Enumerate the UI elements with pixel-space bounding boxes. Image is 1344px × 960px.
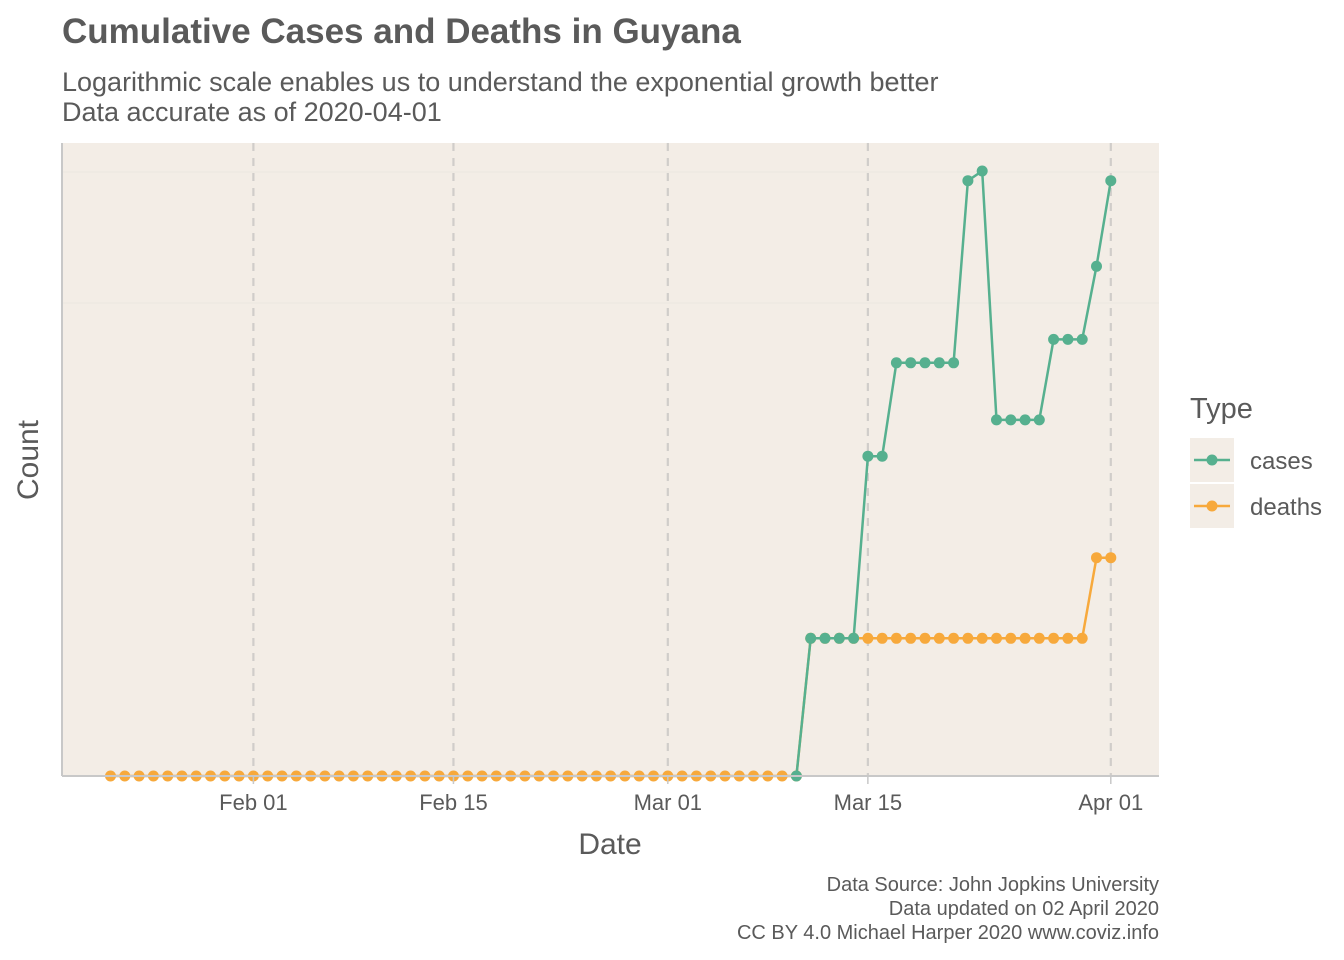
data-point-deaths — [976, 632, 988, 644]
x-tick-label: Feb 15 — [419, 790, 488, 815]
data-point-deaths — [905, 632, 917, 644]
data-point-deaths — [991, 632, 1002, 644]
x-tick-label: Mar 15 — [834, 790, 902, 815]
data-point-deaths — [1033, 632, 1045, 644]
legend-label-deaths: deaths — [1250, 494, 1322, 521]
caption-line-1: Data Source: John Jopkins University — [827, 874, 1159, 896]
data-point-cases — [1076, 333, 1088, 345]
data-point-cases — [876, 450, 888, 462]
data-point-cases — [962, 175, 974, 187]
data-point-cases — [1105, 175, 1117, 187]
legend-key-cases-dot — [1206, 454, 1218, 466]
plot-panel — [62, 143, 1159, 776]
data-point-cases — [1005, 414, 1017, 426]
data-point-cases — [1048, 333, 1060, 345]
x-tick-label: Apr 01 — [1078, 790, 1143, 815]
data-point-cases — [919, 357, 931, 369]
data-point-cases — [991, 414, 1002, 426]
data-point-cases — [848, 632, 860, 644]
legend-label-cases: cases — [1250, 448, 1313, 475]
data-point-deaths — [1091, 552, 1102, 564]
data-point-deaths — [1105, 552, 1117, 564]
data-point-deaths — [948, 632, 960, 644]
chart-title: Cumulative Cases and Deaths in Guyana — [62, 12, 741, 51]
data-point-deaths — [962, 632, 974, 644]
data-point-deaths — [919, 632, 931, 644]
data-point-deaths — [1005, 632, 1017, 644]
caption-line-3: CC BY 4.0 Michael Harper 2020 www.coviz.… — [737, 922, 1159, 944]
data-point-deaths — [890, 632, 902, 644]
data-point-deaths — [876, 632, 888, 644]
data-point-cases — [933, 357, 945, 369]
legend-key-deaths-dot — [1206, 500, 1218, 512]
x-axis-title: Date — [578, 828, 641, 861]
x-tick-label: Feb 01 — [219, 790, 288, 815]
chart-subtitle-line-2: Data accurate as of 2020-04-01 — [62, 97, 442, 127]
data-point-cases — [819, 632, 831, 644]
caption-line-2: Data updated on 02 April 2020 — [889, 898, 1159, 920]
data-point-cases — [833, 632, 845, 644]
data-point-cases — [1019, 414, 1031, 426]
data-point-deaths — [1076, 632, 1088, 644]
data-point-deaths — [1048, 632, 1060, 644]
data-point-cases — [890, 357, 902, 369]
legend: Type cases deaths — [1190, 393, 1322, 528]
data-point-deaths — [1019, 632, 1031, 644]
data-point-deaths — [1062, 632, 1074, 644]
data-point-cases — [1062, 333, 1074, 345]
data-point-deaths — [862, 632, 874, 644]
data-point-cases — [1091, 260, 1102, 272]
chart-subtitle-line-1: Logarithmic scale enables us to understa… — [62, 67, 939, 97]
data-point-cases — [805, 632, 817, 644]
data-point-cases — [862, 450, 874, 462]
data-point-deaths — [933, 632, 945, 644]
legend-title: Type — [1190, 393, 1253, 425]
data-point-cases — [1033, 414, 1045, 426]
data-point-cases — [976, 165, 988, 177]
x-tick-label: Mar 01 — [634, 790, 702, 815]
data-point-cases — [905, 357, 917, 369]
data-point-cases — [948, 357, 960, 369]
y-axis-title: Count — [12, 419, 45, 500]
